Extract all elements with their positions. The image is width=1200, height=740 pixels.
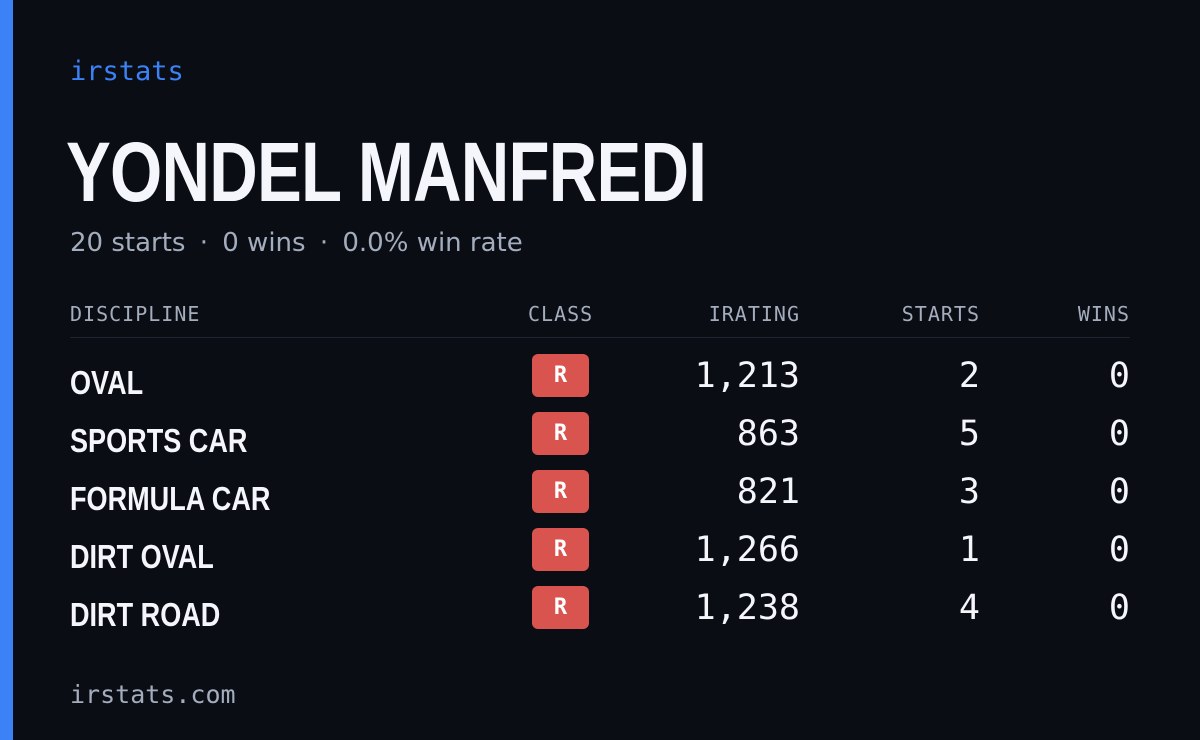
starts-value: 1 (958, 530, 980, 570)
discipline-name: SPORTS CAR (70, 422, 248, 459)
summary-wins: 0 wins (222, 228, 306, 258)
table-row: DIRT OVAL R 1,266 1 0 (70, 528, 1130, 586)
table-row: SPORTS CAR R 863 5 0 (70, 412, 1130, 470)
table-row: OVAL R 1,213 2 0 (70, 354, 1130, 412)
irating-value: 1,238 (694, 588, 800, 628)
starts-value: 2 (958, 356, 980, 396)
header-class: CLASS (528, 302, 594, 326)
license-class-badge: R (532, 586, 589, 629)
table-row: DIRT ROAD R 1,238 4 0 (70, 586, 1130, 644)
starts-value: 3 (958, 472, 980, 512)
footer-site-url: irstats.com (70, 680, 236, 709)
brand-logo-text: irstats (70, 56, 184, 87)
discipline-name: DIRT ROAD (70, 596, 221, 633)
irating-value: 821 (736, 472, 800, 512)
license-class-badge: R (532, 354, 589, 397)
wins-value: 0 (1108, 588, 1130, 628)
starts-value: 4 (958, 588, 980, 628)
wins-value: 0 (1108, 530, 1130, 570)
license-class-badge: R (532, 412, 589, 455)
summary-separator: · (199, 228, 208, 258)
header-irating: IRATING (708, 302, 800, 326)
table-row: FORMULA CAR R 821 3 0 (70, 470, 1130, 528)
license-class-badge: R (532, 528, 589, 571)
header-starts: STARTS (901, 302, 980, 326)
table-body: OVAL R 1,213 2 0 SPORTS CAR R 863 5 0 FO… (70, 354, 1130, 644)
discipline-stats-table: DISCIPLINE CLASS IRATING STARTS WINS OVA… (70, 298, 1130, 644)
wins-value: 0 (1108, 356, 1130, 396)
driver-name: YONDEL MANFREDI (66, 125, 707, 219)
discipline-name: FORMULA CAR (70, 480, 271, 517)
wins-value: 0 (1108, 472, 1130, 512)
license-class-badge: R (532, 470, 589, 513)
accent-bar (0, 0, 13, 740)
header-wins: WINS (1077, 302, 1130, 326)
summary-win-rate: 0.0% win rate (342, 228, 523, 258)
irating-value: 863 (736, 414, 800, 454)
table-header: DISCIPLINE CLASS IRATING STARTS WINS (70, 298, 1130, 338)
irating-value: 1,266 (694, 530, 800, 570)
starts-value: 5 (958, 414, 980, 454)
summary-starts: 20 starts (70, 228, 186, 258)
wins-value: 0 (1108, 414, 1130, 454)
header-discipline: DISCIPLINE (70, 302, 201, 326)
driver-summary: 20 starts · 0 wins · 0.0% win rate (70, 228, 523, 258)
irating-value: 1,213 (694, 356, 800, 396)
discipline-name: DIRT OVAL (70, 538, 214, 575)
discipline-name: OVAL (70, 364, 144, 401)
summary-separator: · (319, 228, 329, 258)
